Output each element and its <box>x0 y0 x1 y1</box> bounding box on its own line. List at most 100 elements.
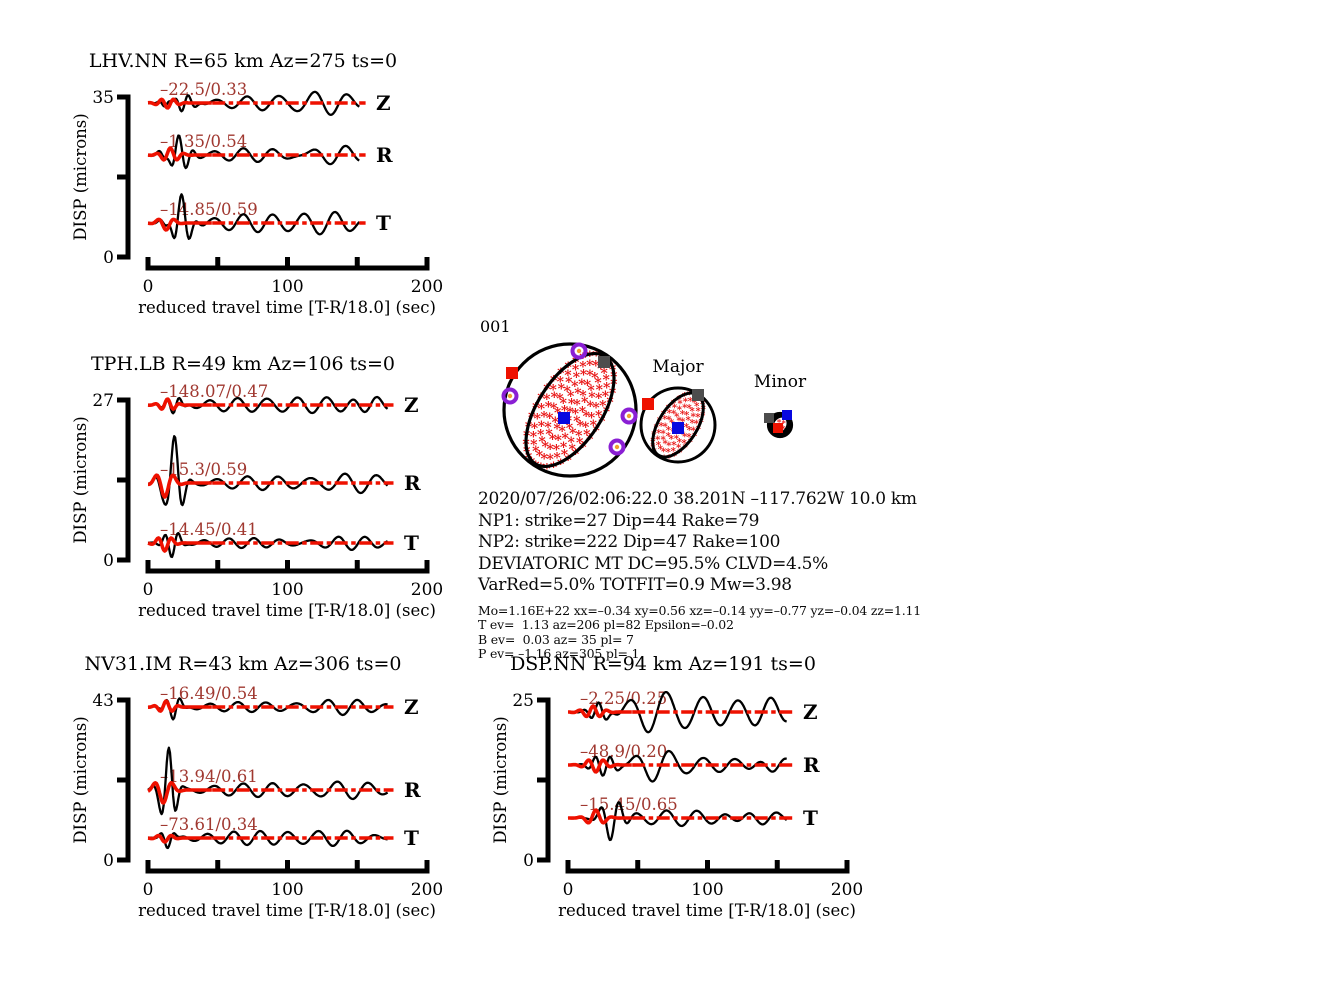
x-tick-label: 200 <box>411 580 443 600</box>
compression-asterisk: * <box>691 412 697 423</box>
y-tick-max: 35 <box>92 88 114 108</box>
beachball-label: Major <box>652 357 704 377</box>
y-axis: 25 0 DISP (microns) <box>491 691 551 871</box>
axis-square-marker <box>672 422 684 434</box>
x-tick-label: 200 <box>411 880 443 900</box>
trace-annotation: –1.35/0.54 <box>160 132 247 151</box>
compression-asterisk: * <box>603 372 611 388</box>
synthetic-waveform <box>147 217 213 232</box>
compression-asterisk: * <box>662 439 668 450</box>
beachball-label: Minor <box>754 372 807 392</box>
compression-asterisk: * <box>687 390 693 401</box>
trace-annotation: –73.61/0.34 <box>160 815 258 834</box>
compression-asterisk: * <box>546 411 554 427</box>
compression-asterisk: * <box>688 438 694 449</box>
compression-asterisk: * <box>677 399 683 410</box>
compression-asterisk: * <box>545 400 553 416</box>
event-summary-main: 2020/07/26/02:06:22.0 38.201N –117.762W … <box>478 489 921 597</box>
y-tick-min: 0 <box>103 551 114 571</box>
observed-waveform <box>567 749 787 783</box>
compression-asterisk: * <box>684 422 690 433</box>
compression-asterisk: * <box>687 404 693 415</box>
beachball-major: Major* ********* ************** * * *********… <box>639 357 717 465</box>
compression-asterisk: * <box>592 423 600 439</box>
x-axis-label: reduced travel time [T-R/18.0] (sec) <box>138 298 436 317</box>
compression-asterisk: * <box>565 375 573 391</box>
y-tick-max: 43 <box>92 691 114 711</box>
compression-asterisk: * <box>587 399 595 415</box>
compression-asterisk: * <box>558 382 566 398</box>
trace-z: –22.5/0.33 Z <box>147 80 391 116</box>
compression-asterisk: * <box>567 389 575 405</box>
panel-title: DSP.NN R=94 km Az=191 ts=0 <box>510 653 816 675</box>
focal-mechanism-area: 001 * * * * * * * * * * * * * * * * * * * * * * * * * * * * * * * * * * * * *… <box>472 315 862 504</box>
compression-asterisk: * <box>676 416 682 427</box>
station-marker-ring <box>501 387 519 405</box>
compression-asterisk: * <box>557 366 565 382</box>
panel-title: NV31.IM R=43 km Az=306 ts=0 <box>85 653 402 675</box>
x-tick-label: 200 <box>411 277 443 297</box>
waveform-panel-nv31-im: NV31.IM R=43 km Az=306 ts=0 43 0 DISP (micr… <box>60 648 505 940</box>
compression-asterisk: * <box>666 453 672 464</box>
compression-asterisk: * <box>582 420 590 436</box>
y-tick-min: 0 <box>103 851 114 871</box>
compression-asterisk: * <box>543 392 551 408</box>
compression-asterisk: * <box>571 379 579 395</box>
station-marker-dot <box>614 444 620 450</box>
compression-asterisk: * <box>575 428 583 444</box>
compression-asterisk: * <box>586 349 594 365</box>
compression-asterisk: * <box>596 382 604 398</box>
compression-asterisk: * <box>558 424 566 440</box>
compression-asterisk: * <box>538 435 546 451</box>
compression-asterisk: * <box>583 427 591 443</box>
component-label: Z <box>803 700 818 724</box>
waveform-panel-dsp-nn: DSP.NN R=94 km Az=191 ts=0 25 0 DISP (micro… <box>480 648 925 940</box>
compression-asterisk: * <box>572 447 580 463</box>
axis-square-marker <box>782 410 792 420</box>
compression-asterisk: * <box>579 359 587 375</box>
compression-asterisk: * <box>566 421 574 437</box>
y-axis: 27 0 DISP (microns) <box>71 391 131 571</box>
waveform-plot: NV31.IM R=43 km Az=306 ts=0 43 0 DISP (micr… <box>71 653 443 920</box>
compression-asterisk: * <box>599 399 607 415</box>
trace-t: –15.45/0.65 T <box>567 795 818 842</box>
compression-asterisk: * <box>579 440 587 456</box>
compression-asterisk: * <box>588 410 596 426</box>
compression-asterisk: * <box>658 444 664 455</box>
compression-asterisk: * <box>550 374 558 390</box>
y-axis-label: DISP (microns) <box>491 716 510 843</box>
compression-asterisk: * <box>694 419 700 430</box>
compression-asterisk: * <box>564 453 572 469</box>
trace-annotation: –15.45/0.65 <box>580 795 678 814</box>
panel-title: TPH.LB R=49 km Az=106 ts=0 <box>91 353 395 375</box>
waveform-panel-lhv-nn: LHV.NN R=65 km Az=275 ts=0 35 0 DISP (micro… <box>60 45 505 337</box>
trace-t: –14.45/0.41 T <box>147 520 419 559</box>
compression-asterisk: * <box>592 401 600 417</box>
synthetic-waveform <box>147 473 213 499</box>
beachball-outline <box>502 342 638 478</box>
compression-asterisk: * <box>557 375 565 391</box>
compression-asterisk: * <box>583 409 591 425</box>
y-tick-max: 27 <box>92 391 114 411</box>
compression-asterisk: * <box>658 421 664 432</box>
compression-asterisk: * <box>553 442 561 458</box>
compression-asterisk: * <box>666 441 672 452</box>
compression-asterisk: * <box>579 404 587 420</box>
y-axis-label: DISP (microns) <box>71 113 90 240</box>
component-label: Z <box>404 393 419 417</box>
trace-t: –14.85/0.59 T <box>147 193 391 240</box>
compression-asterisk: * <box>682 432 688 443</box>
compression-asterisk: * <box>690 418 696 429</box>
compression-asterisk: * <box>579 388 587 404</box>
station-marker-dot <box>576 348 582 354</box>
compression-asterisk: * <box>542 440 550 456</box>
synthetic-waveform <box>147 781 213 805</box>
compression-asterisk: * <box>671 446 677 457</box>
compression-asterisk: * <box>576 418 584 434</box>
compression-asterisk: * <box>695 412 701 423</box>
component-label: R <box>404 778 421 802</box>
compression-asterisk: * <box>684 411 690 422</box>
compression-asterisk: * <box>543 461 551 477</box>
